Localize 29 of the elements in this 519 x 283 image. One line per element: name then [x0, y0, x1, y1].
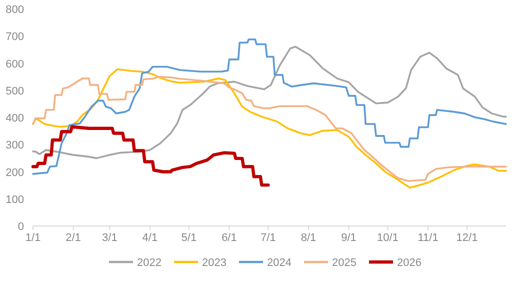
legend-label: 2025 — [332, 257, 356, 269]
x-tick-label: 9/1 — [341, 232, 356, 244]
x-tick-label: 2/1 — [66, 232, 81, 244]
line-series — [31, 125, 270, 187]
x-tick-label: 10/1 — [377, 232, 398, 244]
y-tick-label: 200 — [6, 166, 24, 179]
y-tick-label: 700 — [6, 31, 24, 44]
x-tick-label: 7/1 — [260, 232, 276, 244]
legend-label: 2022 — [137, 257, 162, 269]
y-tick-label: 100 — [6, 194, 24, 206]
line-series — [32, 38, 507, 175]
x-tick-label: 1/1 — [25, 232, 41, 244]
x-tick-label: 11/1 — [418, 232, 438, 244]
x-tick-label: 12/1 — [456, 232, 478, 244]
y-tick-label: 600 — [6, 58, 24, 70]
x-tick-label: 5/1 — [181, 232, 197, 244]
x-tick-label: 3/1 — [102, 232, 118, 244]
legend-label: 2026 — [397, 257, 422, 269]
x-tick-label: 6/1 — [222, 232, 237, 244]
y-tick-label: 300 — [6, 140, 24, 152]
y-tick-label: 500 — [6, 85, 24, 98]
x-tick-label: 8/1 — [300, 232, 316, 244]
y-tick-label: 0 — [18, 221, 24, 233]
y-tick-label: 400 — [6, 112, 24, 124]
line-series — [32, 46, 507, 160]
y-tick-label: 800 — [6, 4, 24, 16]
x-tick-label: 4/1 — [142, 232, 158, 244]
legend-label: 2023 — [202, 257, 226, 269]
legend-label: 2024 — [267, 257, 292, 269]
